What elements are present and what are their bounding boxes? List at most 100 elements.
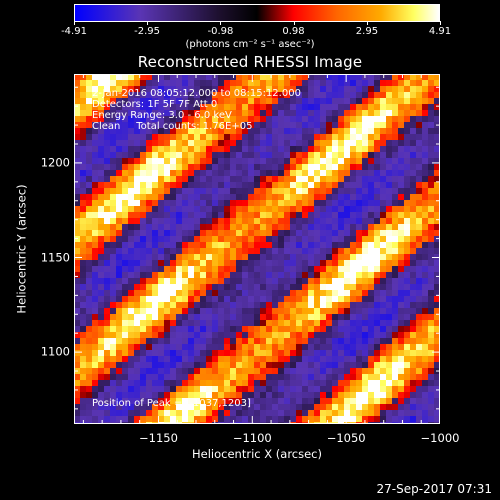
heatmap-cell (260, 206, 266, 212)
heatmap-cell (422, 314, 428, 320)
heatmap-cell (416, 404, 422, 410)
heatmap-cell (344, 74, 350, 80)
heatmap-cell (296, 212, 302, 218)
heatmap-cell (428, 146, 434, 152)
heatmap-cell (224, 236, 230, 242)
heatmap-cell (308, 182, 314, 188)
heatmap-cell (116, 308, 122, 314)
heatmap-cell (404, 134, 410, 140)
heatmap-cell (206, 212, 212, 218)
heatmap-cell (434, 98, 440, 104)
heatmap-cell (152, 122, 158, 128)
heatmap-cell (212, 356, 218, 362)
heatmap-cell (200, 140, 206, 146)
heatmap-cell (242, 200, 248, 206)
heatmap-cell (302, 80, 308, 86)
heatmap-cell (182, 212, 188, 218)
heatmap-cell (374, 152, 380, 158)
heatmap-cell (374, 116, 380, 122)
heatmap-cell (248, 398, 254, 404)
heatmap-cell (254, 164, 260, 170)
heatmap-cell (284, 308, 290, 314)
heatmap-cell (230, 104, 236, 110)
heatmap-cell (80, 284, 86, 290)
heatmap-cell (74, 206, 80, 212)
heatmap-cell (236, 80, 242, 86)
heatmap-cell (122, 92, 128, 98)
heatmap-cell (332, 224, 338, 230)
heatmap-cell (422, 206, 428, 212)
heatmap-cell (296, 92, 302, 98)
heatmap-cell (110, 374, 116, 380)
heatmap-cell (122, 416, 128, 422)
heatmap-cell (404, 236, 410, 242)
heatmap-cell (248, 224, 254, 230)
heatmap-cell (410, 266, 416, 272)
heatmap-cell (128, 170, 134, 176)
heatmap-cell (230, 380, 236, 386)
heatmap-cell (428, 164, 434, 170)
heatmap-cell (410, 164, 416, 170)
heatmap-cell (158, 158, 164, 164)
heatmap-cell (206, 104, 212, 110)
heatmap-cell (374, 110, 380, 116)
heatmap-cell (290, 302, 296, 308)
heatmap-cell (392, 386, 398, 392)
heatmap-cell (140, 212, 146, 218)
heatmap-cell (194, 164, 200, 170)
heatmap-cell (272, 404, 278, 410)
heatmap-cell (308, 326, 314, 332)
heatmap-cell (122, 236, 128, 242)
heatmap-cell (272, 134, 278, 140)
heatmap-cell (74, 404, 80, 410)
heatmap-cell (332, 326, 338, 332)
heatmap-cell (248, 248, 254, 254)
heatmap-cell (314, 86, 320, 92)
heatmap-cell (326, 98, 332, 104)
heatmap-cell (140, 326, 146, 332)
heatmap-cell (86, 152, 92, 158)
heatmap-cell (278, 80, 284, 86)
heatmap-cell (326, 398, 332, 404)
heatmap-cell (176, 236, 182, 242)
heatmap-cell (98, 272, 104, 278)
heatmap-cell (434, 374, 440, 380)
heatmap-cell (230, 248, 236, 254)
heatmap-cell (104, 260, 110, 266)
heatmap-cell (128, 236, 134, 242)
heatmap-cell (128, 386, 134, 392)
heatmap-cell (380, 146, 386, 152)
heatmap-cell (386, 398, 392, 404)
heatmap-cell (200, 104, 206, 110)
heatmap-cell (194, 188, 200, 194)
heatmap-cell (434, 206, 440, 212)
heatmap-cell (332, 188, 338, 194)
heatmap-cell (176, 194, 182, 200)
heatmap-cell (398, 332, 404, 338)
heatmap-cell (386, 356, 392, 362)
heatmap-cell (128, 158, 134, 164)
heatmap-cell (164, 98, 170, 104)
heatmap-cell (386, 302, 392, 308)
heatmap-cell (428, 248, 434, 254)
heatmap-cell (416, 218, 422, 224)
heatmap-cell (296, 404, 302, 410)
heatmap-cell (158, 230, 164, 236)
heatmap-cell (116, 380, 122, 386)
heatmap-cell (326, 194, 332, 200)
heatmap-cell (404, 230, 410, 236)
heatmap-cell (152, 362, 158, 368)
heatmap-cell (248, 116, 254, 122)
heatmap-cell (344, 314, 350, 320)
heatmap-cell (104, 314, 110, 320)
heatmap-cell (260, 182, 266, 188)
heatmap-cell (356, 410, 362, 416)
heatmap-cell (164, 80, 170, 86)
heatmap-cell (98, 92, 104, 98)
heatmap-cell (128, 410, 134, 416)
heatmap-cell (422, 182, 428, 188)
heatmap-cell (410, 188, 416, 194)
heatmap-cell (332, 356, 338, 362)
heatmap-cell (392, 200, 398, 206)
heatmap-cell (350, 86, 356, 92)
